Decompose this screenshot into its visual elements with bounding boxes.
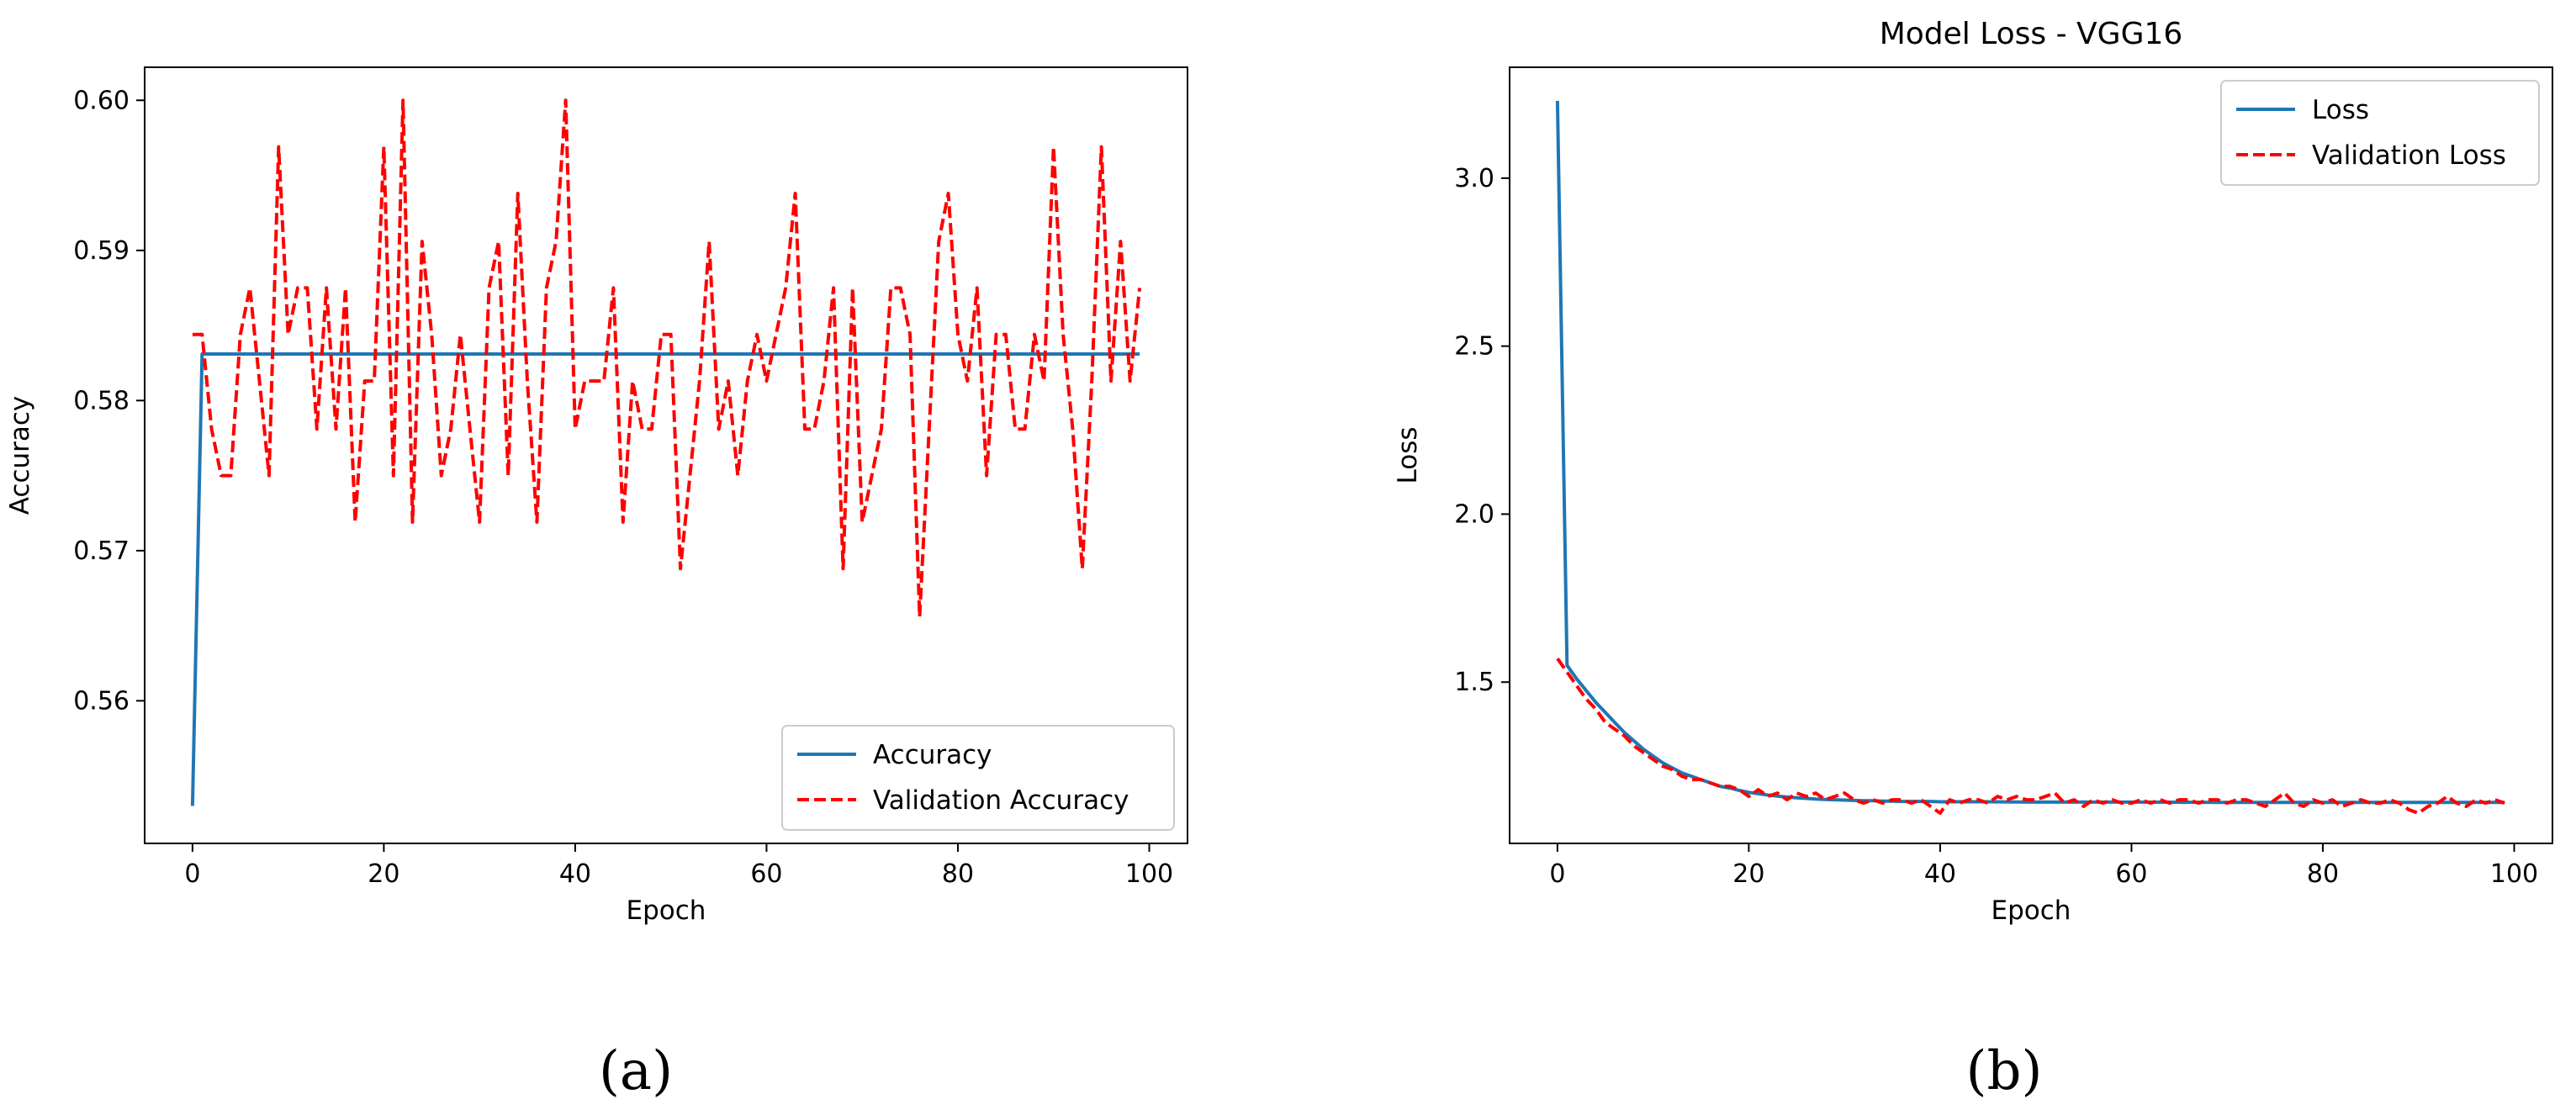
loss-ytick-label: 3.0 [1454,164,1494,193]
acc-y-axis-label: Accuracy [5,396,35,515]
loss-legend-label-validation: Validation Loss [2312,140,2506,171]
panel-label-a: (a) [599,1040,673,1102]
acc-xtick-label: 100 [1125,859,1173,889]
loss-x-axis-label: Epoch [1992,896,2071,926]
acc-xtick-label: 80 [942,859,974,889]
acc-legend: Accuracy Validation Accuracy [781,725,1175,831]
acc-ytick-label: 0.59 [73,236,130,266]
loss-ytick-label: 2.5 [1454,332,1494,362]
acc-plot-frame [144,66,1188,844]
acc-x-axis-label: Epoch [627,896,706,926]
loss-series-validation-line [1556,658,2505,815]
acc-ytick-label: 0.56 [73,686,130,716]
acc-xtick-label: 40 [559,859,591,889]
loss-chart-title: Model Loss - VGG16 [1880,17,2183,51]
acc-ytick-label: 0.58 [73,386,130,415]
loss-plot-frame [1509,66,2553,844]
accuracy-chart: 0 20 40 60 80 100 0.56 0.57 0.58 0.59 0.60 Epoch Acc… [5,66,1188,926]
acc-xtick-label: 20 [368,859,399,889]
loss-xtick-label: 80 [2307,859,2339,889]
loss-xtick-label: 60 [2115,859,2147,889]
loss-xtick-label: 100 [2490,859,2538,889]
acc-legend-label-train: Accuracy [873,740,992,770]
loss-xtick-label: 20 [1732,859,1764,889]
loss-legend: Loss Validation Loss [2220,80,2540,186]
panel-label-b: (b) [1966,1040,2043,1102]
acc-series-validation-line [192,98,1142,619]
acc-legend-label-validation: Validation Accuracy [873,785,1129,816]
loss-ytick-label: 1.5 [1454,668,1494,697]
acc-xtick-label: 0 [184,859,200,889]
loss-legend-box [2220,80,2540,186]
acc-xtick-label: 60 [750,859,782,889]
loss-chart: 0 20 40 60 80 100 1.5 2.0 2.5 3.0 Epoch Loss Model L… [1393,17,2553,926]
acc-ytick-label: 0.57 [73,536,130,566]
acc-ytick-label: 0.60 [73,86,130,115]
loss-xtick-label: 0 [1549,859,1565,889]
loss-legend-label-train: Loss [2312,95,2369,125]
loss-y-axis-label: Loss [1393,427,1423,484]
loss-series-train-line [1555,100,2505,805]
loss-xtick-label: 40 [1924,859,1956,889]
acc-legend-box [781,725,1175,831]
loss-ytick-label: 2.0 [1454,499,1494,529]
